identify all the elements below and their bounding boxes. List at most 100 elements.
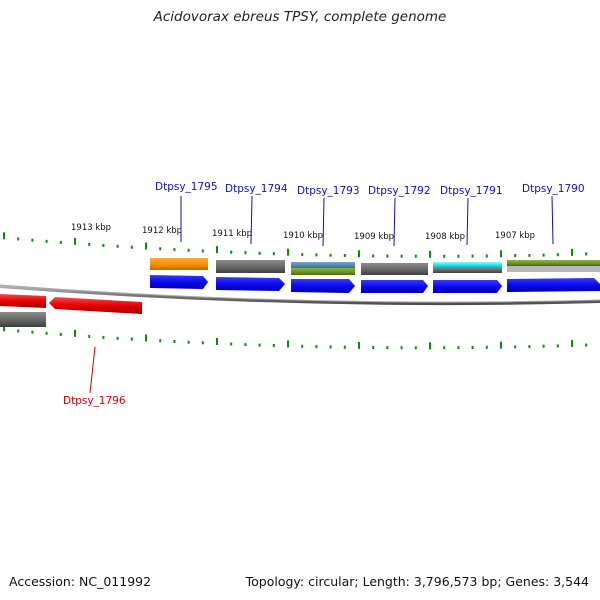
- leader-1794: [250, 195, 253, 245]
- reverse-cds-track: [0, 294, 142, 314]
- tick-label-1907: 1907 kbp: [495, 231, 535, 241]
- minor-tick: [301, 344, 304, 348]
- minor-tick: [329, 253, 332, 257]
- minor-tick: [45, 239, 48, 243]
- minor-tick: [159, 247, 162, 251]
- major-tick: [216, 338, 218, 345]
- outer-tick-row: [3, 232, 588, 258]
- minor-tick: [556, 344, 559, 348]
- cog-block-1794[interactable]: [216, 260, 285, 273]
- major-tick: [358, 250, 360, 258]
- cog-block-1790-a[interactable]: [507, 260, 600, 266]
- major-tick: [74, 329, 76, 337]
- minor-tick: [130, 337, 133, 341]
- minor-tick: [443, 346, 446, 350]
- gene-label-1790[interactable]: Dtpsy_1790: [522, 183, 585, 195]
- major-tick: [3, 324, 5, 332]
- minor-tick: [372, 254, 375, 258]
- tick-label-1910: 1910 kbp: [283, 231, 323, 241]
- minor-tick: [31, 238, 34, 242]
- gene-label-1794[interactable]: Dtpsy_1794: [225, 183, 288, 195]
- minor-tick: [272, 252, 275, 256]
- gene-label-1792[interactable]: Dtpsy_1792: [368, 185, 431, 197]
- minor-tick: [343, 254, 346, 257]
- cds-arrow-1796[interactable]: [49, 297, 142, 314]
- cog-block-1793-b[interactable]: [291, 268, 355, 275]
- cds-arrow-1792[interactable]: [361, 280, 428, 293]
- cds-arrow-1791[interactable]: [433, 280, 502, 293]
- minor-tick: [88, 334, 91, 338]
- major-tick: [145, 334, 147, 342]
- cog-block-1791-a[interactable]: [433, 262, 502, 267]
- major-tick: [500, 250, 502, 258]
- major-tick: [429, 250, 431, 258]
- minor-tick: [173, 340, 176, 343]
- gene-label-1791[interactable]: Dtpsy_1791: [440, 185, 503, 197]
- minor-tick: [315, 345, 318, 349]
- gene-label-1796[interactable]: Dtpsy_1796: [63, 395, 126, 407]
- gene-label-1793[interactable]: Dtpsy_1793: [297, 185, 360, 197]
- cog-block-1795[interactable]: [150, 258, 208, 270]
- leader-1790: [551, 195, 554, 245]
- minor-tick: [201, 341, 204, 345]
- minor-tick: [585, 252, 588, 256]
- cog-block-1791-b[interactable]: [433, 267, 502, 273]
- cds-arrow-1795[interactable]: [150, 275, 208, 289]
- cds-arrow-1790[interactable]: [507, 278, 600, 292]
- gene-label-1795[interactable]: Dtpsy_1795: [155, 181, 218, 193]
- major-tick: [3, 232, 5, 240]
- minor-tick: [116, 244, 119, 248]
- inner-tick-row: [3, 324, 588, 350]
- minor-tick: [301, 253, 304, 257]
- minor-tick: [528, 253, 531, 257]
- minor-tick: [88, 242, 91, 246]
- minor-tick: [528, 345, 531, 349]
- minor-tick: [585, 343, 588, 347]
- minor-tick: [471, 254, 474, 258]
- major-tick: [287, 248, 289, 256]
- minor-tick: [400, 346, 403, 350]
- minor-tick: [542, 344, 545, 348]
- tick-label-1913: 1913 kbp: [71, 223, 111, 233]
- cog-block-1792[interactable]: [361, 263, 428, 275]
- minor-tick: [17, 237, 20, 241]
- genome-summary-footer: Topology: circular; Length: 3,796,573 bp…: [245, 574, 589, 589]
- leader-1792: [393, 197, 396, 247]
- minor-tick: [443, 254, 446, 258]
- cds-arrow-left-partial[interactable]: [0, 294, 46, 308]
- minor-tick: [59, 332, 62, 336]
- cog-block-1790-b[interactable]: [507, 266, 600, 272]
- minor-tick: [386, 346, 389, 350]
- minor-tick: [329, 345, 332, 349]
- major-tick: [500, 341, 502, 349]
- gene-label-leaders: [89, 195, 554, 394]
- minor-tick: [102, 243, 105, 247]
- cds-arrow-1793[interactable]: [291, 279, 355, 293]
- cds-arrow-1794[interactable]: [216, 277, 285, 291]
- minor-tick: [230, 342, 233, 346]
- map-title: Acidovorax ebreus TPSY, complete genome: [153, 9, 447, 25]
- minor-tick: [556, 253, 559, 257]
- major-tick: [287, 340, 289, 348]
- minor-tick: [159, 339, 162, 343]
- minor-tick: [372, 346, 375, 349]
- major-tick: [145, 242, 147, 250]
- minor-tick: [45, 331, 48, 335]
- tick-label-1912: 1912 kbp: [142, 226, 182, 236]
- cog-block-reverse-partial[interactable]: [0, 312, 46, 327]
- cog-block-1793-a[interactable]: [291, 262, 355, 268]
- minor-tick: [102, 335, 105, 339]
- tick-label-1908: 1908 kbp: [425, 232, 465, 242]
- minor-tick: [173, 248, 176, 252]
- minor-tick: [201, 249, 204, 253]
- minor-tick: [116, 336, 119, 340]
- cog-track: [150, 258, 600, 275]
- minor-tick: [258, 251, 261, 255]
- minor-tick: [230, 250, 233, 254]
- minor-tick: [272, 344, 275, 347]
- minor-tick: [386, 254, 389, 258]
- minor-tick: [187, 340, 190, 344]
- minor-tick: [542, 253, 545, 257]
- minor-tick: [31, 330, 34, 334]
